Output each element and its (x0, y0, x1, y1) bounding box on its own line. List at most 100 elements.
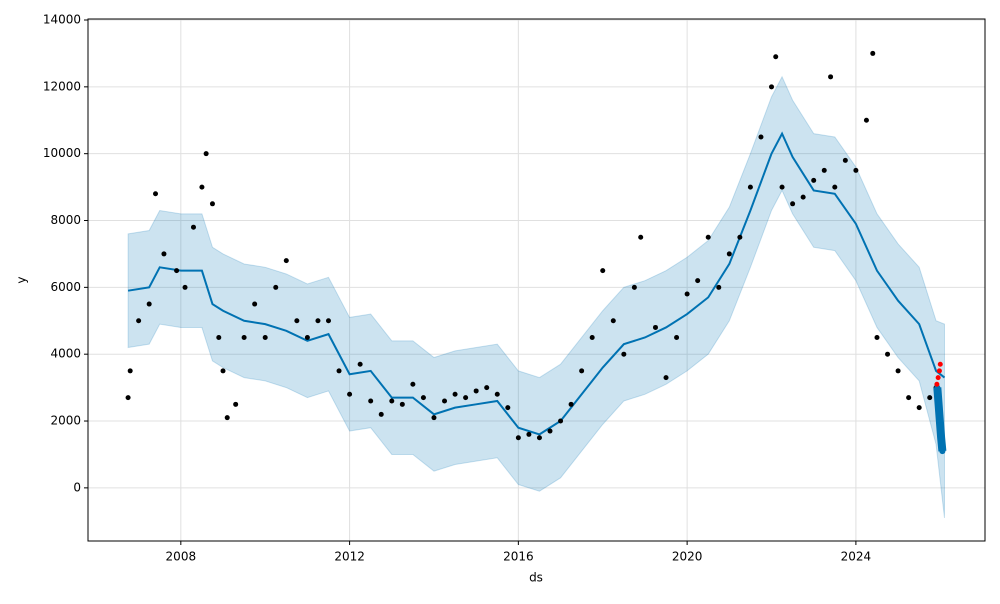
observed-point (494, 391, 500, 397)
observed-point (558, 418, 564, 424)
x-tick-label: 2024 (841, 550, 872, 564)
observed-point (410, 381, 416, 387)
observed-point (906, 395, 912, 401)
y-tick-label: 12000 (43, 79, 81, 93)
observed-point (828, 74, 834, 80)
observed-point (870, 50, 876, 56)
x-tick-label: 2016 (503, 550, 534, 564)
x-axis-label: ds (529, 571, 543, 585)
observed-point (190, 224, 196, 230)
observed-point (273, 284, 279, 290)
observed-point (431, 415, 437, 421)
observed-point (568, 401, 574, 407)
observed-point (315, 318, 321, 324)
forecast-line (127, 131, 946, 436)
observed-point (621, 351, 627, 357)
observed-point (663, 375, 669, 381)
x-tick-label: 2008 (166, 550, 197, 564)
observed-point (153, 191, 159, 197)
observed-point (220, 368, 226, 374)
x-tick-label: 2012 (334, 550, 365, 564)
prediction-point (936, 418, 943, 425)
recent-point (937, 361, 943, 367)
observed-point (224, 415, 230, 421)
observed-point (399, 401, 405, 407)
observed-point (526, 431, 532, 437)
observed-point (821, 167, 827, 173)
observed-point (505, 405, 511, 411)
observed-point (203, 151, 209, 157)
observed-point (357, 361, 363, 367)
observed-point (811, 177, 817, 183)
observed-point (674, 334, 680, 340)
observed-point (199, 184, 205, 190)
prediction-point (935, 401, 942, 408)
recent-point (935, 375, 941, 381)
observed-point (536, 435, 542, 441)
y-tick-label: 4000 (50, 347, 81, 361)
observed-point (600, 268, 606, 274)
observed-point (895, 368, 901, 374)
observed-point (336, 368, 342, 374)
observed-point (769, 84, 775, 90)
observed-point (758, 134, 764, 140)
observed-point (695, 278, 701, 284)
observed-point (473, 388, 479, 394)
observed-point (800, 194, 806, 200)
observed-point (294, 318, 300, 324)
observed-point (209, 201, 215, 207)
recent-point (936, 368, 942, 374)
observed-point (885, 351, 891, 357)
observed-point (241, 334, 247, 340)
y-tick-label: 2000 (50, 414, 81, 428)
observed-point (389, 398, 395, 404)
observed-point (136, 318, 142, 324)
observed-point (737, 234, 743, 240)
observed-point (127, 368, 133, 374)
y-tick-label: 14000 (43, 13, 81, 27)
y-tick-label: 8000 (50, 213, 81, 227)
observed-point (442, 398, 448, 404)
observed-point (927, 395, 933, 401)
observed-point (579, 368, 585, 374)
observed-point (347, 391, 353, 397)
observed-point (716, 284, 722, 290)
recent-point (934, 381, 940, 387)
observed-point (484, 385, 490, 391)
observed-point (705, 234, 711, 240)
observed-point (125, 395, 131, 401)
observed-point (420, 395, 426, 401)
observed-point (684, 291, 690, 297)
y-tick-label: 10000 (43, 146, 81, 160)
observed-point (452, 391, 458, 397)
uncertainty-band (127, 75, 945, 518)
observed-point (747, 184, 753, 190)
observed-point (874, 334, 880, 340)
y-tick-label: 6000 (50, 280, 81, 294)
observed-point (916, 405, 922, 411)
observed-point (216, 334, 222, 340)
observed-point (652, 324, 658, 330)
observed-point (832, 184, 838, 190)
observed-point (304, 334, 310, 340)
observed-point (638, 234, 644, 240)
observed-point (631, 284, 637, 290)
y-axis-label: y (15, 276, 29, 283)
observed-point (726, 251, 732, 257)
observed-point (589, 334, 595, 340)
observed-point (547, 428, 553, 434)
observed-point (283, 258, 289, 264)
observed-point (515, 435, 521, 441)
observed-point (779, 184, 785, 190)
observed-point (233, 401, 239, 407)
prediction-point (938, 434, 945, 441)
observed-point (853, 167, 859, 173)
observed-point (325, 318, 331, 324)
x-tick-label: 2020 (672, 550, 703, 564)
plot-frame (87, 18, 986, 542)
y-tick-label: 0 (73, 480, 81, 494)
observed-point (174, 268, 180, 274)
observed-point (161, 251, 167, 257)
observed-point (368, 398, 374, 404)
